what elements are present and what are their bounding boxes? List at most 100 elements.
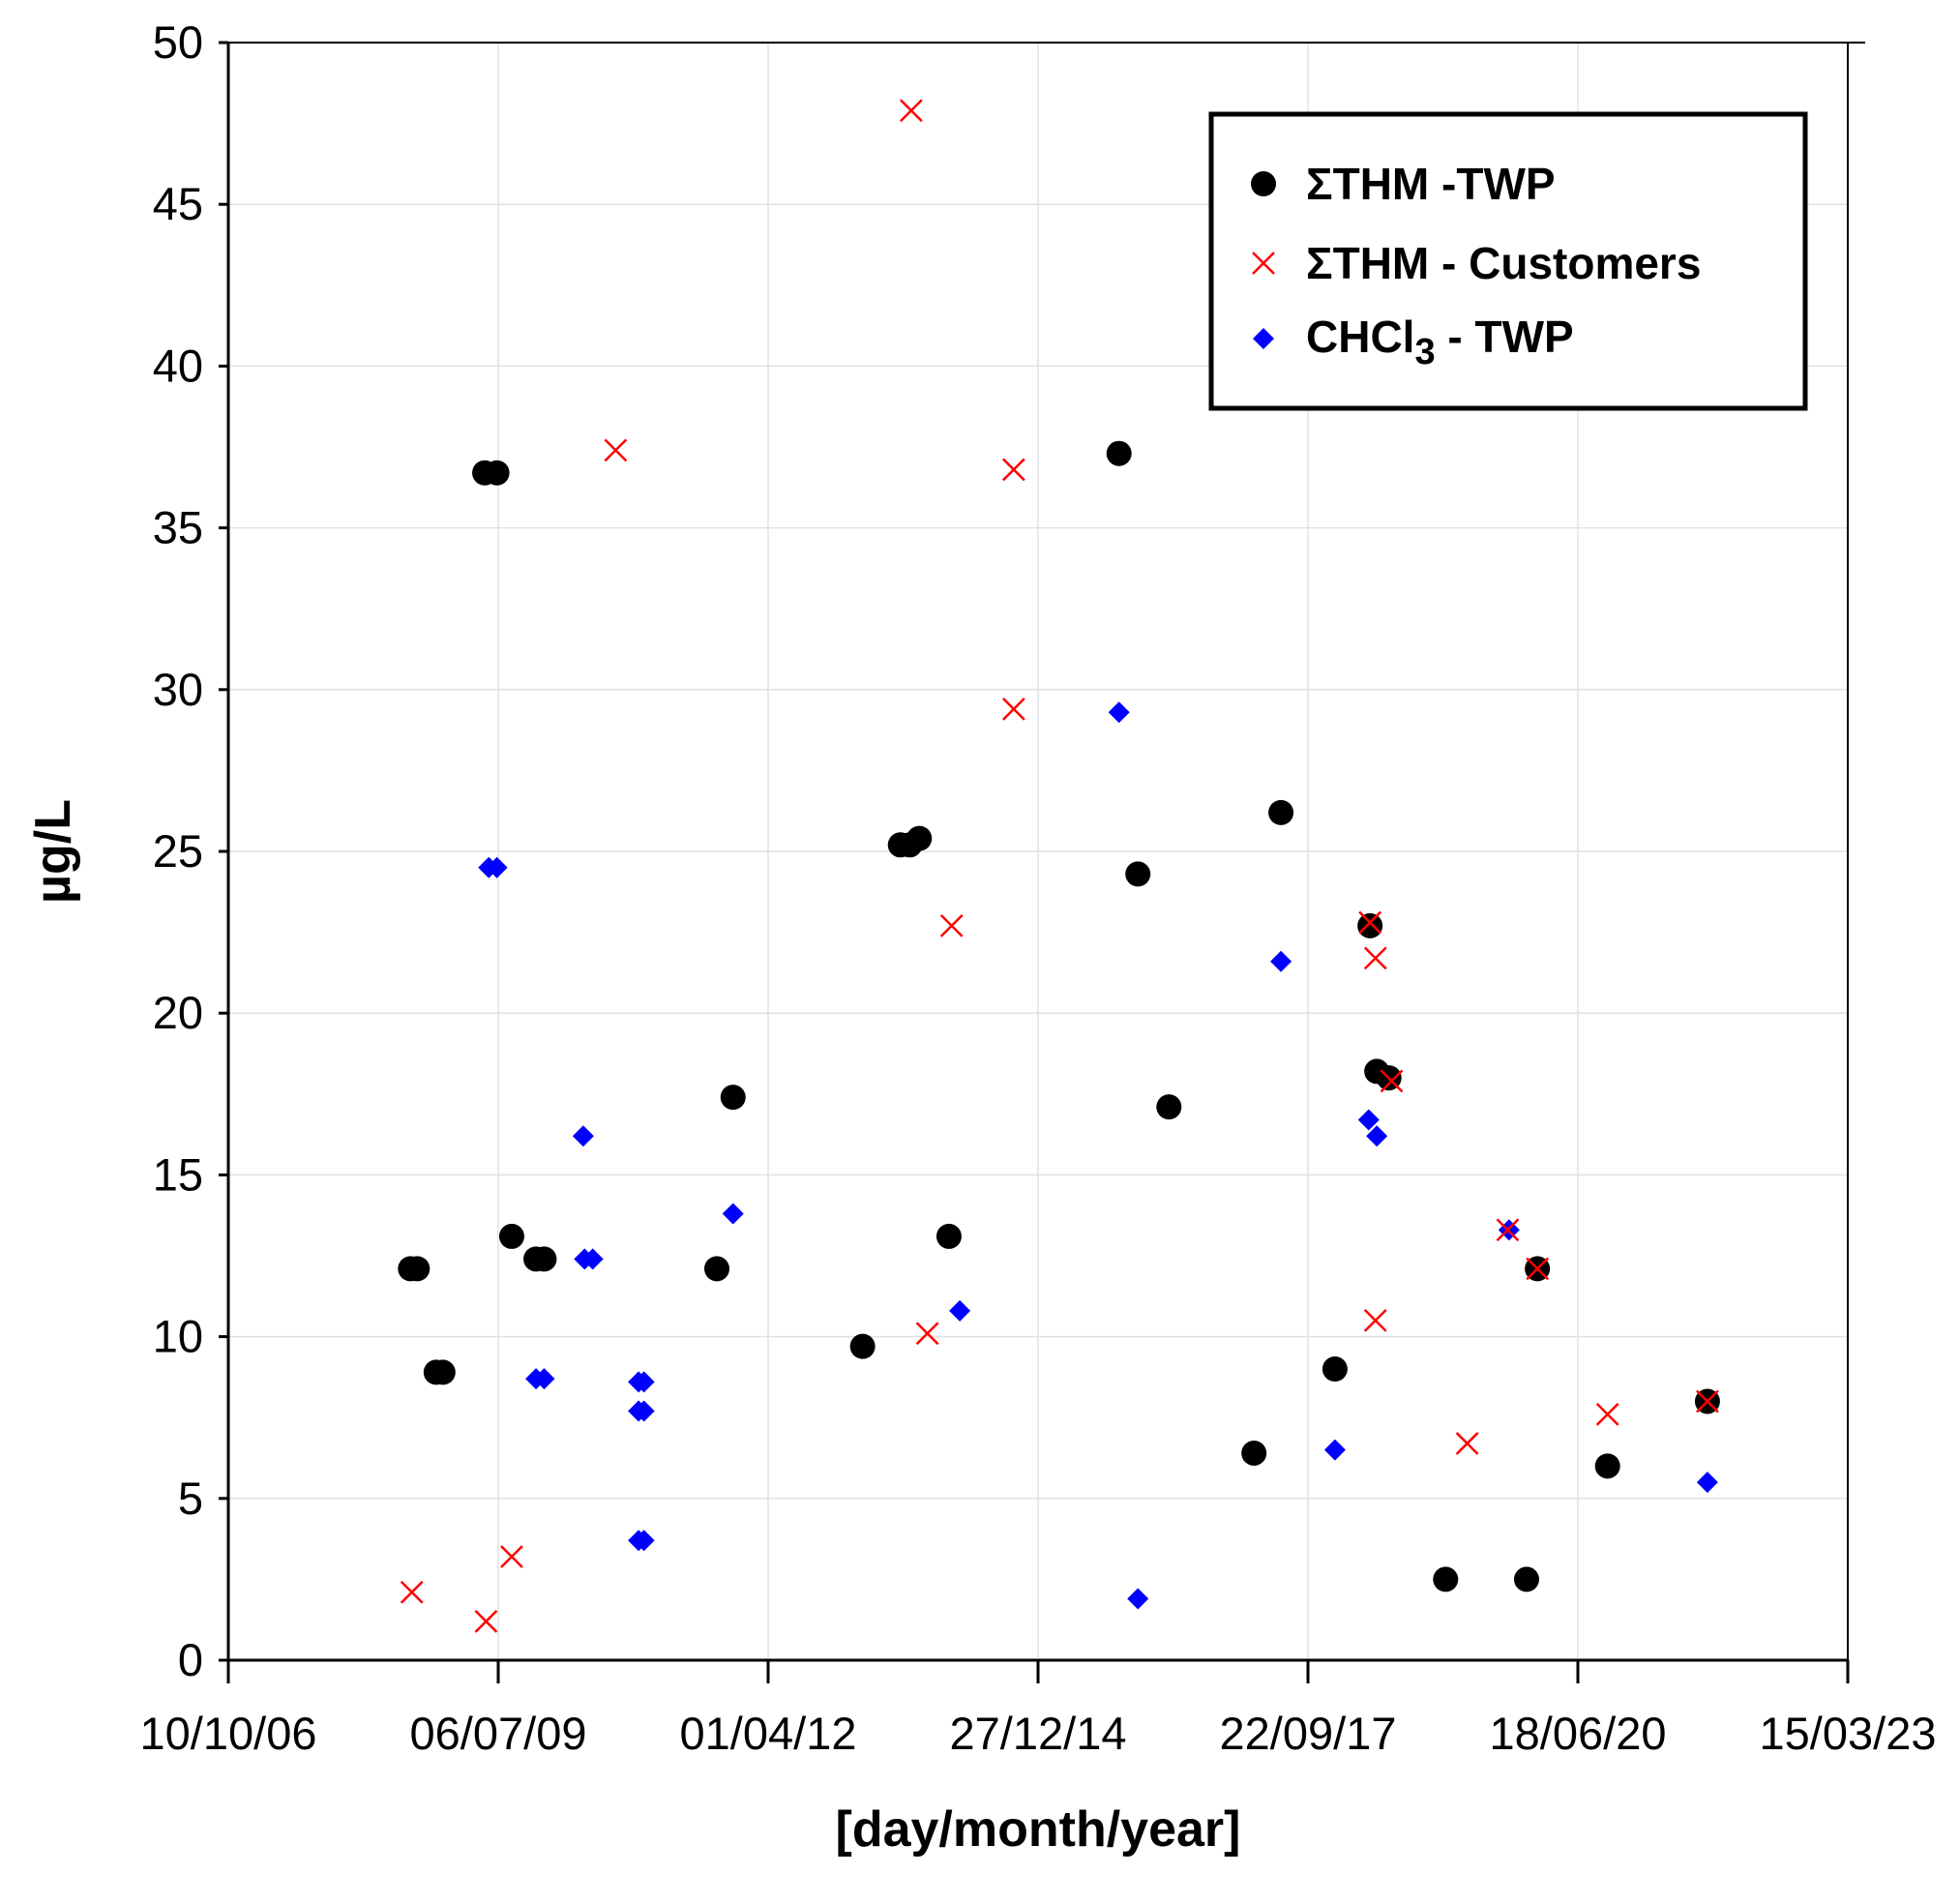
y-tick-label: 25 — [153, 825, 203, 877]
x-tick-label: 01/04/12 — [680, 1708, 857, 1759]
point-thm-customers — [400, 1580, 424, 1604]
point-thm-twp — [404, 1256, 431, 1282]
legend-chcl3-base: CHCl — [1306, 312, 1414, 362]
point-thm-customers — [1363, 1308, 1387, 1332]
x-axis-title: [day/month/year] — [836, 1801, 1241, 1858]
x-stroke — [400, 1580, 424, 1604]
x-tick-label: 27/12/14 — [950, 1708, 1127, 1759]
y-tick-label: 45 — [153, 178, 203, 229]
gridlines — [228, 43, 1848, 1660]
point-chcl3-twp — [581, 1248, 604, 1270]
x-tick-label: 06/07/09 — [410, 1708, 587, 1759]
y-tick-label: 50 — [153, 16, 203, 68]
legend-label-thm-customers: ΣTHM - Customers — [1306, 238, 1701, 288]
point-chcl3-twp — [1323, 1439, 1346, 1461]
y-tick-label: 0 — [178, 1634, 203, 1685]
point-thm-twp — [1156, 1094, 1182, 1120]
point-thm-customers — [1358, 910, 1382, 935]
point-chcl3-twp — [633, 1371, 655, 1393]
point-thm-twp — [1513, 1566, 1539, 1592]
point-chcl3-twp — [1270, 950, 1292, 972]
x-stroke — [1696, 1389, 1719, 1413]
point-chcl3-twp — [533, 1368, 555, 1390]
point-thm-twp — [1106, 440, 1132, 466]
point-thm-customers — [604, 438, 628, 462]
point-thm-twp — [531, 1246, 557, 1272]
legend: ΣTHM -TWP ΣTHM - Customers CHCl3 - TWP — [1208, 111, 1808, 411]
legend-marker-thm-twp — [1251, 171, 1276, 196]
point-chcl3-twp — [1366, 1125, 1388, 1147]
x-stroke — [1002, 458, 1025, 482]
y-axis-ticks: 0 5 10 15 20 25 30 35 40 45 50 — [153, 16, 228, 1685]
y-tick-label: 20 — [153, 987, 203, 1038]
point-thm-customers — [939, 914, 964, 937]
y-tick-label: 15 — [153, 1148, 203, 1200]
point-thm-customers — [1595, 1402, 1619, 1426]
point-thm-twp — [1268, 799, 1294, 825]
point-thm-twp — [498, 1223, 524, 1249]
point-chcl3-twp — [949, 1299, 971, 1322]
x-stroke — [500, 1545, 523, 1568]
x-tick-label: 10/10/06 — [140, 1708, 317, 1759]
x-stroke — [1496, 1218, 1520, 1242]
x-stroke — [474, 1609, 498, 1633]
point-thm-twp — [935, 1223, 962, 1249]
x-stroke — [939, 914, 964, 937]
point-thm-twp — [849, 1333, 876, 1359]
legend-chcl3-subscript: 3 — [1414, 332, 1435, 372]
point-chcl3-twp — [1696, 1472, 1718, 1494]
y-tick-label: 35 — [153, 502, 203, 553]
x-stroke — [1595, 1402, 1619, 1426]
point-chcl3-twp — [1127, 1588, 1149, 1610]
point-thm-twp — [1322, 1356, 1348, 1383]
point-thm-twp — [703, 1256, 729, 1282]
y-tick-label: 10 — [153, 1311, 203, 1362]
point-thm-twp — [1125, 861, 1151, 887]
x-stroke — [1252, 252, 1275, 275]
point-thm-customers — [1363, 946, 1387, 970]
y-tick-label: 40 — [153, 340, 203, 391]
legend-label-chcl3-twp: CHCl3 - TWP — [1306, 312, 1574, 372]
legend-markers — [1251, 171, 1276, 349]
legend-box — [1208, 111, 1808, 411]
point-thm-twp — [430, 1359, 456, 1385]
point-thm-customers — [1002, 458, 1025, 482]
x-stroke — [1358, 910, 1382, 935]
point-thm-customers — [474, 1609, 498, 1633]
point-chcl3-twp — [486, 856, 508, 878]
point-thm-twp — [484, 460, 510, 486]
x-stroke — [1363, 946, 1387, 970]
point-thm-twp — [1433, 1566, 1459, 1592]
point-thm-customers — [1455, 1432, 1479, 1455]
point-thm-twp — [1357, 912, 1383, 938]
x-stroke — [1380, 1069, 1404, 1093]
legend-chcl3-suffix: - TWP — [1436, 312, 1574, 362]
point-chcl3-twp — [633, 1400, 655, 1422]
point-thm-customers — [500, 1545, 523, 1568]
point-chcl3-twp — [633, 1530, 655, 1552]
x-stroke — [1002, 697, 1025, 721]
x-stroke — [1526, 1257, 1550, 1281]
x-stroke — [1363, 1308, 1387, 1332]
point-thm-twp — [906, 825, 933, 851]
x-stroke — [899, 99, 923, 123]
point-thm-twp — [720, 1085, 746, 1111]
point-chcl3-twp — [1357, 1109, 1380, 1131]
x-tick-label: 18/06/20 — [1490, 1708, 1667, 1759]
x-stroke — [915, 1322, 939, 1346]
x-stroke — [1455, 1432, 1479, 1455]
data-points — [398, 99, 1720, 1633]
x-stroke — [604, 438, 628, 462]
x-axis-ticks: 10/10/06 06/07/09 01/04/12 27/12/14 22/09/17… — [140, 1660, 1937, 1759]
y-axis-title: µg/L — [25, 799, 81, 904]
point-thm-customers — [899, 99, 923, 123]
point-chcl3-twp — [1108, 701, 1130, 724]
point-thm-twp — [1594, 1453, 1620, 1479]
x-tick-label: 22/09/17 — [1220, 1708, 1397, 1759]
y-tick-label: 5 — [178, 1473, 203, 1524]
point-chcl3-twp — [572, 1125, 594, 1147]
x-tick-label: 15/03/23 — [1760, 1708, 1937, 1759]
legend-marker-thm-customers — [1252, 252, 1275, 275]
point-thm-customers — [915, 1322, 939, 1346]
